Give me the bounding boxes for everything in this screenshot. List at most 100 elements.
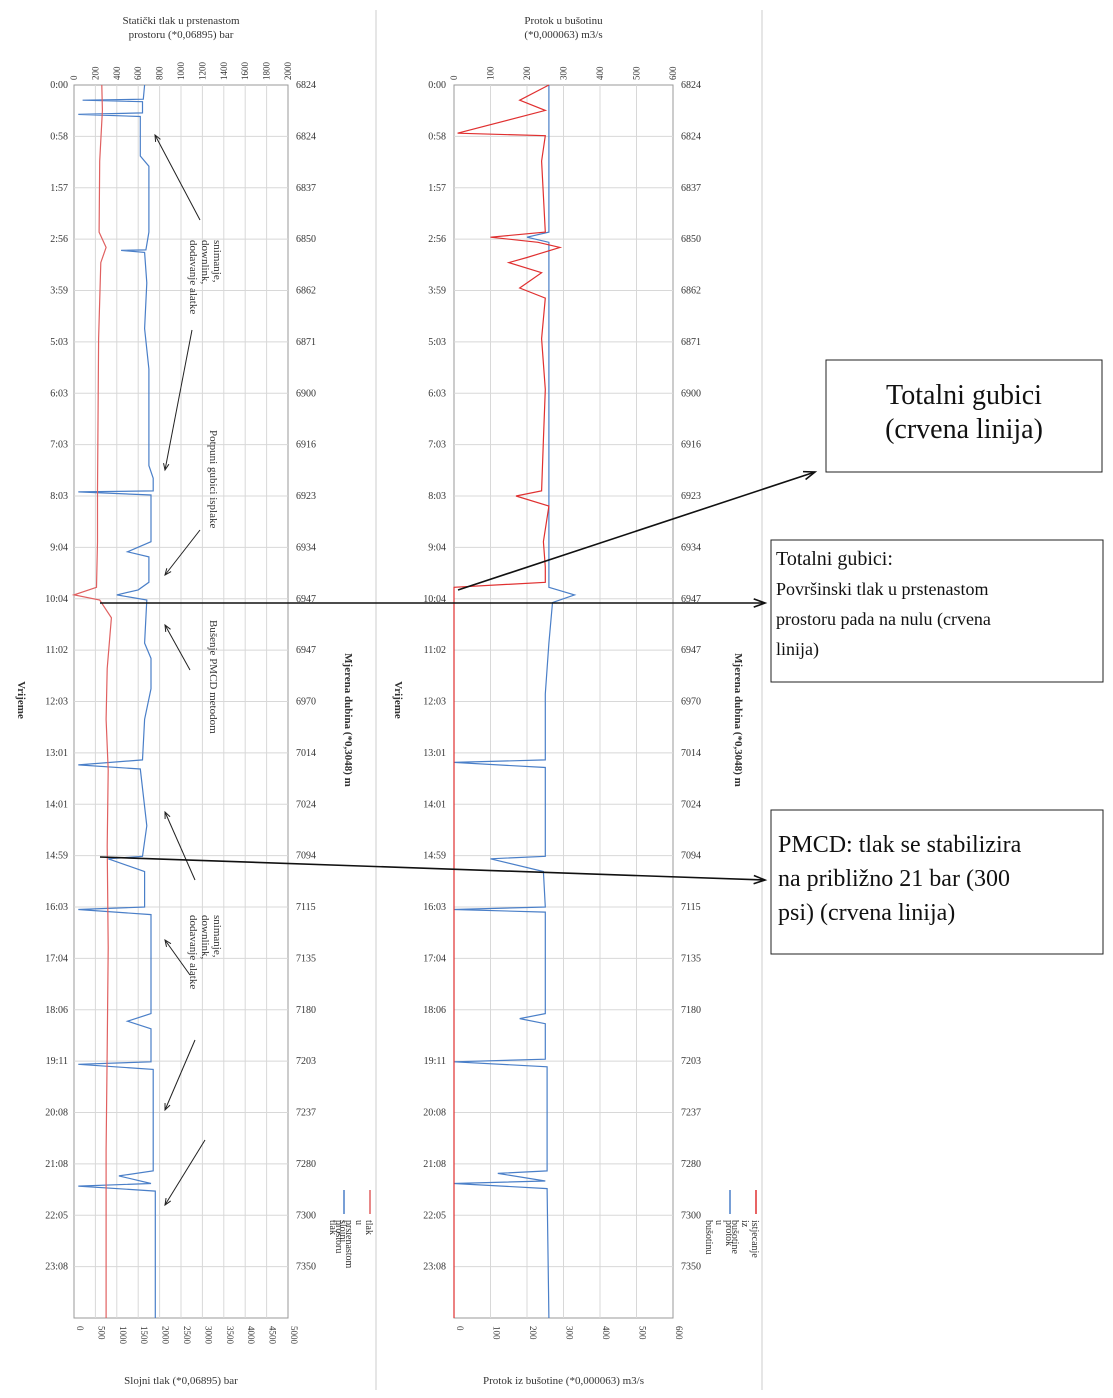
depth-tick-label: 6837 xyxy=(681,183,701,194)
time-tick-label: 14:01 xyxy=(423,799,446,810)
depth-tick-label: 7280 xyxy=(681,1159,701,1170)
time-tick-label: 3:59 xyxy=(50,286,68,297)
annotation-arrow xyxy=(164,1039,196,1111)
depth-tick-label: 7135 xyxy=(681,953,701,964)
callout-connector xyxy=(457,471,816,591)
depth-tick-label: 7203 xyxy=(681,1056,701,1067)
time-tick-label: 18:06 xyxy=(45,1005,68,1016)
annotation-arrow xyxy=(164,939,191,976)
legend-label: tlak xyxy=(327,1220,338,1235)
bottom-tick-label: 3500 xyxy=(225,1326,235,1345)
depth-tick-label: 6824 xyxy=(296,80,316,91)
time-tick-label: 17:04 xyxy=(45,953,68,964)
time-tick-label: 0:58 xyxy=(50,131,68,142)
annotation-text: downlink, xyxy=(199,240,211,285)
annotation-text: dodavanje alatke xyxy=(187,240,199,314)
bottom-tick-label: 2000 xyxy=(161,1326,171,1345)
annotation-arrowhead xyxy=(164,568,172,577)
top-tick-label: 0 xyxy=(449,75,459,80)
depth-tick-label: 7014 xyxy=(296,748,316,759)
depth-tick-label: 6900 xyxy=(296,388,316,399)
bottom-axis-title: Slojni tlak (*0,06895) bar xyxy=(124,1375,238,1387)
bottom-tick-label: 500 xyxy=(96,1326,106,1340)
time-tick-label: 1:57 xyxy=(50,183,68,194)
time-tick-label: 14:01 xyxy=(45,799,68,810)
annotation-arrow xyxy=(164,329,193,471)
time-tick-label: 7:03 xyxy=(50,440,68,451)
time-tick-label: 7:03 xyxy=(428,440,446,451)
annotation-arrowhead xyxy=(163,463,170,472)
pressure-chart: 0 200 400 600 800 1000 1200 1400 1600 1800 2000 0 50… xyxy=(15,15,374,1387)
top-tick-label: 1000 xyxy=(176,62,186,81)
callout-text: PMCD: tlak se stabilizira xyxy=(778,832,1022,858)
time-tick-label: 12:03 xyxy=(423,697,446,708)
series-line-0 xyxy=(453,85,577,1319)
time-tick-label: 9:04 xyxy=(50,542,68,553)
left-axis-title: Vrijeme xyxy=(15,681,27,719)
legend-label: bušotine xyxy=(729,1220,740,1254)
depth-tick-label: 7135 xyxy=(296,953,316,964)
depth-tick-label: 6871 xyxy=(681,337,701,348)
top-tick-label: 400 xyxy=(595,66,605,80)
bottom-tick-label: 4000 xyxy=(246,1326,256,1345)
legend-label: u xyxy=(353,1220,364,1225)
callout-text: (crvena linija) xyxy=(885,414,1043,445)
callout-box xyxy=(825,359,1103,473)
legend-label: tlak xyxy=(363,1220,374,1235)
annotation-arrow xyxy=(164,624,191,671)
right-axis-title: Mjerena dubina (*0,3048) m xyxy=(342,653,354,787)
depth-tick-label: 6970 xyxy=(296,697,316,708)
top-axis-title: (*0,000063) m3/s xyxy=(524,29,602,41)
callouts-layer: Totalni gubici(crvena linija) Totalni gub… xyxy=(99,359,1104,955)
depth-tick-label: 6970 xyxy=(681,697,701,708)
bottom-tick-label: 4500 xyxy=(268,1326,278,1345)
time-tick-label: 13:01 xyxy=(45,748,68,759)
top-tick-label: 1800 xyxy=(262,62,272,81)
depth-tick-label: 7203 xyxy=(296,1056,316,1067)
bottom-tick-label: 600 xyxy=(674,1326,684,1340)
callout-text: na približno 21 bar (300 xyxy=(778,866,1010,892)
annotation-arrowhead xyxy=(154,133,161,143)
time-tick-label: 13:01 xyxy=(423,748,446,759)
annotation-arrowhead xyxy=(164,810,171,820)
depth-tick-label: 7014 xyxy=(681,748,701,759)
time-tick-label: 22:05 xyxy=(423,1210,446,1221)
depth-tick-label: 6824 xyxy=(681,80,701,91)
depth-tick-label: 7300 xyxy=(296,1210,316,1221)
depth-tick-label: 6837 xyxy=(296,183,316,194)
top-tick-label: 100 xyxy=(486,66,496,80)
bottom-tick-label: 2500 xyxy=(182,1326,192,1345)
depth-tick-label: 7237 xyxy=(681,1108,701,1119)
callout-arrowhead xyxy=(753,874,768,885)
depth-tick-label: 7237 xyxy=(296,1108,316,1119)
depth-tick-label: 7024 xyxy=(681,799,701,810)
legend-label: istjecanje xyxy=(749,1220,760,1258)
depth-tick-label: 6824 xyxy=(681,131,701,142)
top-axis-title: prostoru (*0,06895) bar xyxy=(129,29,234,41)
annotation-arrow xyxy=(164,529,201,576)
bottom-tick-label: 0 xyxy=(455,1326,465,1331)
callout-connector xyxy=(99,856,766,881)
time-tick-label: 21:08 xyxy=(423,1159,446,1170)
left-axis-title: Vrijeme xyxy=(392,681,404,719)
time-tick-label: 1:57 xyxy=(428,183,446,194)
time-tick-label: 2:56 xyxy=(428,234,446,245)
top-axis-title: Statički tlak u prstenastom xyxy=(122,15,239,27)
depth-tick-label: 7115 xyxy=(296,902,316,913)
annotation-text: dodavanje alatke xyxy=(187,915,199,989)
time-tick-label: 14:59 xyxy=(423,851,446,862)
bottom-tick-label: 3000 xyxy=(203,1326,213,1345)
series-line-1 xyxy=(71,84,113,1318)
bottom-tick-label: 0 xyxy=(75,1326,85,1331)
legend-label: prostoru xyxy=(333,1220,344,1253)
time-tick-label: 16:03 xyxy=(45,902,68,913)
bottom-tick-label: 300 xyxy=(565,1326,575,1340)
annotation-arrowhead xyxy=(164,1198,171,1207)
time-tick-label: 20:08 xyxy=(45,1108,68,1119)
depth-tick-label: 6934 xyxy=(681,542,701,553)
time-tick-label: 11:02 xyxy=(46,645,68,656)
top-tick-label: 400 xyxy=(112,66,122,80)
callout-text: linija) xyxy=(776,639,819,660)
time-tick-label: 20:08 xyxy=(423,1108,446,1119)
